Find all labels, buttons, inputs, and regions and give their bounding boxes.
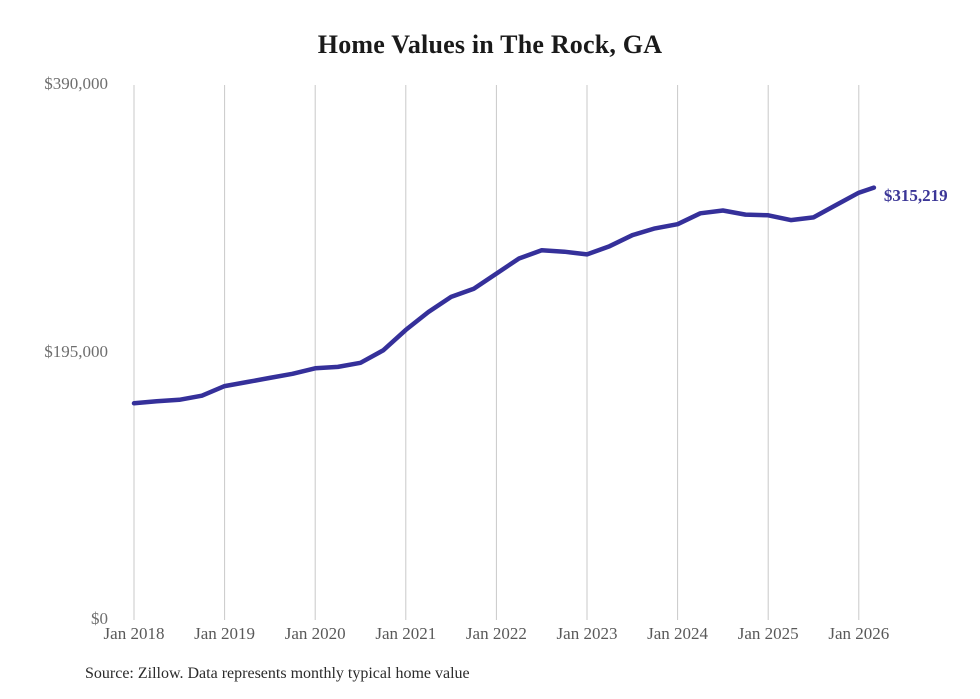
- x-axis-tick-label: Jan 2024: [647, 624, 709, 643]
- source-note: Source: Zillow. Data represents monthly …: [85, 665, 470, 682]
- x-axis-tick-label: Jan 2018: [103, 624, 165, 643]
- gridlines-group: [133, 85, 860, 620]
- y-axis-tick-0: $0: [91, 609, 108, 628]
- x-axis-tick-label: Jan 2025: [737, 624, 799, 643]
- y-axis-tick-195000: $195,000: [44, 341, 108, 361]
- end-value-label: $315,219: [883, 185, 948, 205]
- x-axis-tick-label: Jan 2026: [828, 624, 890, 643]
- page-title: Home Values in The Rock, GA: [317, 30, 663, 59]
- y-axis-tick-390000: $390,000: [44, 74, 108, 93]
- x-axis-tick-label: Jan 2023: [556, 624, 618, 643]
- data-series-line: [131, 185, 877, 406]
- x-axis-tick-label: Jan 2022: [465, 624, 527, 643]
- x-axis-tick-label: Jan 2019: [194, 624, 256, 643]
- x-axis-tick-label: Jan 2021: [375, 624, 437, 643]
- x-axis-tick-label: Jan 2020: [284, 624, 346, 643]
